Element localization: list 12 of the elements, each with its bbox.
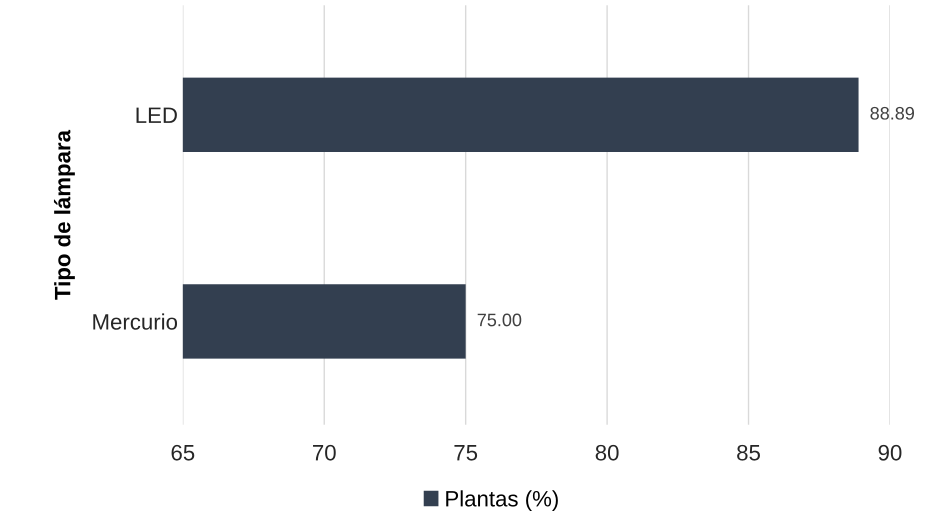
x-tick-label: 80	[596, 444, 619, 461]
x-tick-label: 90	[878, 444, 902, 461]
legend-label: Plantas (%)	[446, 490, 558, 511]
x-tick-label: 85	[737, 444, 760, 461]
x-tick-label: 65	[172, 444, 194, 461]
x-tick-label: 70	[313, 444, 336, 461]
y-tick-label: Mercurio	[93, 313, 178, 330]
y-tick-label: LED	[136, 108, 177, 123]
data-label: 88.89	[870, 106, 914, 120]
x-tick-label: 75	[454, 445, 478, 461]
data-label: 75.00	[478, 314, 522, 326]
y-axis-title: Tipo de lámpara	[54, 130, 75, 300]
